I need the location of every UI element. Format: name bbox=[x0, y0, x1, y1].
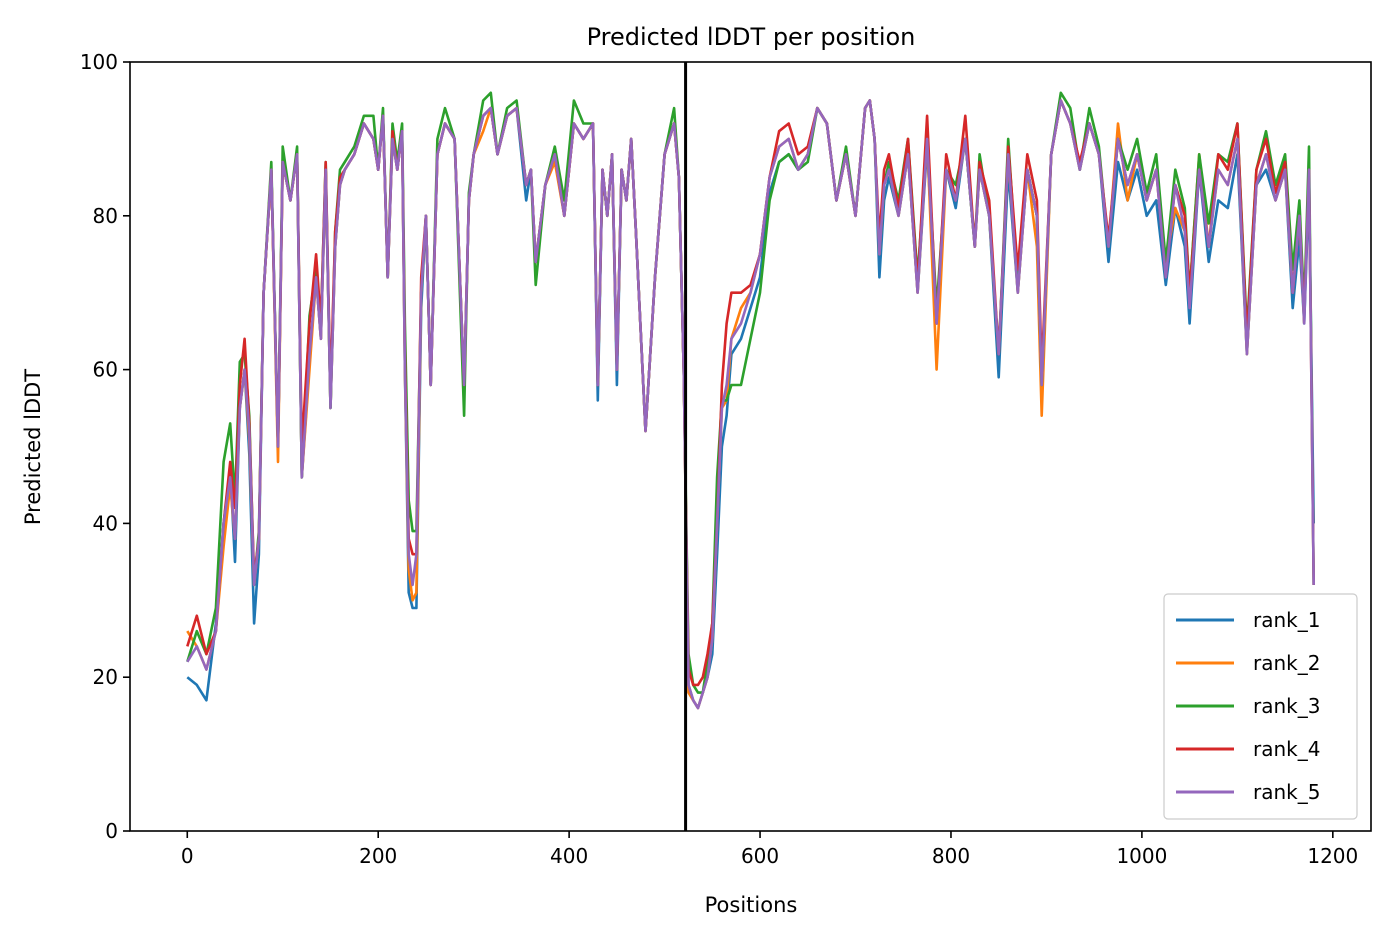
legend-label-rank_3: rank_3 bbox=[1253, 694, 1320, 718]
axes-frame bbox=[129, 61, 1372, 832]
legend-label-rank_1: rank_1 bbox=[1253, 608, 1320, 632]
x-axis-title: Positions bbox=[705, 893, 798, 917]
x-tick-label: 200 bbox=[359, 844, 397, 868]
x-tick-label: 800 bbox=[932, 844, 970, 868]
legend-label-rank_4: rank_4 bbox=[1253, 737, 1320, 761]
y-tick-label: 40 bbox=[93, 511, 118, 535]
y-tick-label: 60 bbox=[93, 358, 118, 382]
y-tick-label: 100 bbox=[80, 50, 118, 74]
legend: rank_1 rank_2 rank_3 rank_4 rank_5 bbox=[1163, 593, 1358, 820]
x-tick-label: 1000 bbox=[1116, 844, 1167, 868]
y-tick-label: 0 bbox=[105, 819, 118, 843]
x-tick-label: 600 bbox=[741, 844, 779, 868]
legend-label-rank_5: rank_5 bbox=[1253, 780, 1320, 804]
chart-title: Predicted lDDT per position bbox=[587, 23, 916, 51]
y-tick-label: 20 bbox=[93, 665, 118, 689]
plot-area bbox=[186, 62, 1315, 831]
y-axis-title: Predicted lDDT bbox=[21, 369, 45, 525]
legend-box bbox=[1163, 593, 1358, 820]
x-axis: 0 200 400 600 800 1000 1200 bbox=[181, 831, 1358, 868]
legend-label-rank_2: rank_2 bbox=[1253, 651, 1320, 675]
x-tick-label: 1200 bbox=[1307, 844, 1358, 868]
y-tick-label: 80 bbox=[93, 204, 118, 228]
x-tick-label: 0 bbox=[181, 844, 194, 868]
x-tick-label: 400 bbox=[550, 844, 588, 868]
y-axis: 0 20 40 60 80 100 bbox=[80, 50, 130, 843]
series-line-rank_5 bbox=[186, 99, 1315, 710]
